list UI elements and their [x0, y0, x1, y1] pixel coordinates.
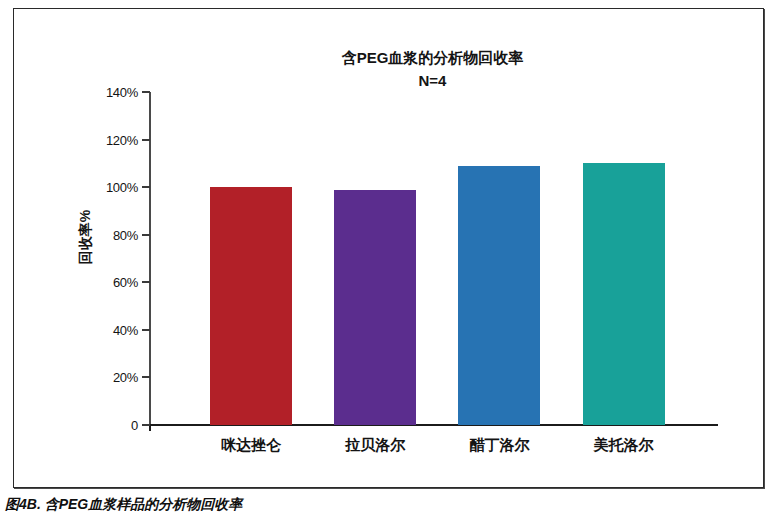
y-axis-tick-label: 60%	[113, 275, 138, 290]
bar-3	[458, 166, 540, 425]
y-axis-tick	[142, 329, 150, 331]
y-axis-tick	[142, 424, 150, 426]
y-axis-tick-label: 80%	[113, 227, 138, 242]
bar-4	[583, 163, 665, 425]
chart-subtitle: N=4	[149, 70, 716, 93]
x-axis-category-label: 美托洛尔	[594, 436, 654, 455]
y-axis-tick-label: 100%	[106, 180, 138, 195]
page: { "chart_data": { "type": "bar", "title"…	[0, 0, 777, 528]
chart-title: 含PEG血浆的分析物回收率	[149, 47, 716, 70]
y-axis-title: 回收率%	[77, 210, 95, 264]
plot-area: 140%120%100%80%60%40%20%0咪达挫仑拉贝洛尔醋丁洛尔美托洛…	[149, 92, 718, 425]
x-axis-category-label: 拉贝洛尔	[345, 436, 405, 455]
figure-frame: 含PEG血浆的分析物回收率 N=4 回收率% 140%120%100%80%60…	[13, 8, 764, 488]
x-axis-category-label: 咪达挫仑	[221, 436, 281, 455]
bar-1	[210, 187, 292, 425]
y-axis-tick	[142, 91, 150, 93]
y-axis-tick-label: 0	[131, 418, 138, 433]
y-axis-tick-label: 40%	[113, 322, 138, 337]
y-axis-tick-label: 140%	[106, 85, 138, 100]
y-axis-tick-label: 20%	[113, 370, 138, 385]
x-axis-category-label: 醋丁洛尔	[469, 436, 529, 455]
chart-title-block: 含PEG血浆的分析物回收率 N=4	[149, 47, 716, 92]
y-axis-tick	[142, 139, 150, 141]
figure-caption: 图4B. 含PEG血浆样品的分析物回收率	[5, 496, 242, 514]
y-axis-tick	[142, 186, 150, 188]
y-axis-tick	[142, 281, 150, 283]
y-axis-tick	[142, 234, 150, 236]
y-axis-tick-label: 120%	[106, 132, 138, 147]
y-axis-tick	[142, 376, 150, 378]
bar-2	[334, 190, 416, 425]
